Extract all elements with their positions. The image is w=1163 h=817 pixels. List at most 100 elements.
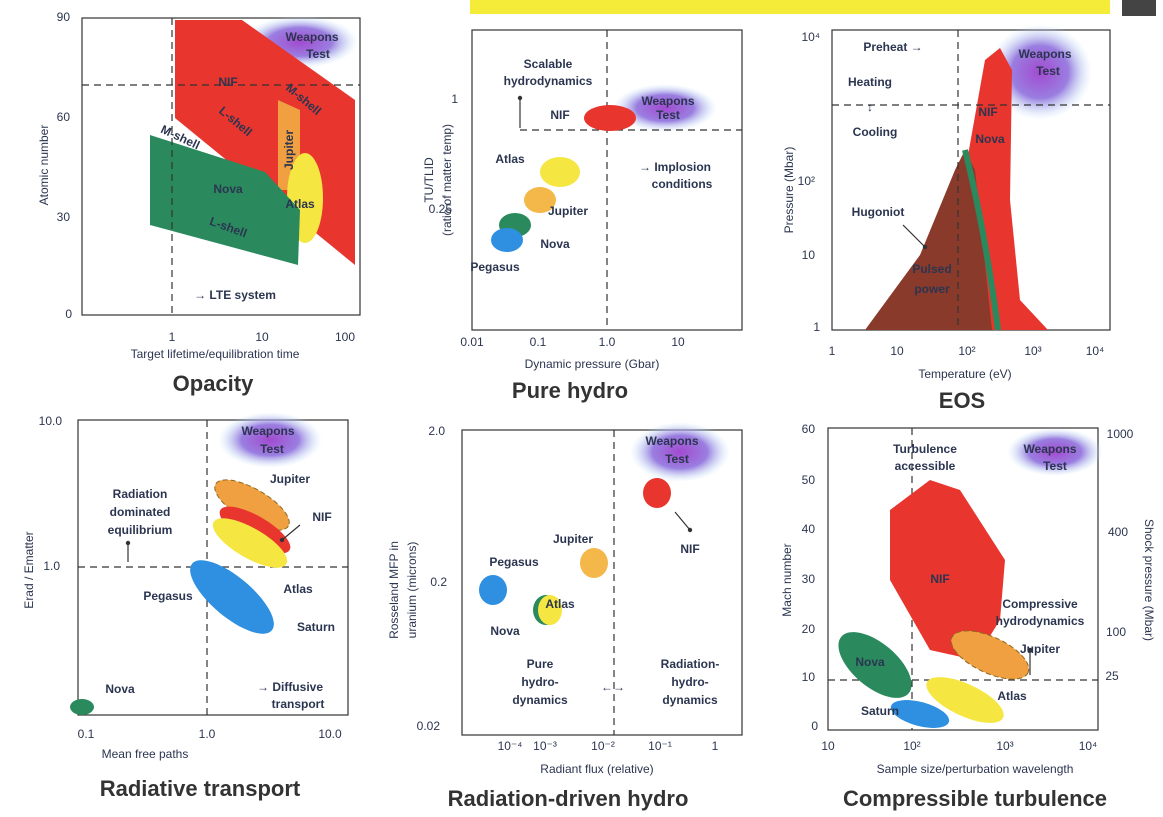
region (524, 187, 556, 213)
header-band (470, 0, 1110, 14)
arrow-head (687, 527, 693, 533)
x-tick-label: 10⁻¹ (648, 739, 672, 753)
region-label: NIF (930, 572, 949, 586)
region (988, 24, 1092, 120)
y-tick-label: 1 (813, 320, 820, 334)
region (1007, 428, 1103, 476)
y-tick-label: 0 (811, 719, 818, 733)
region-label: Saturn (861, 704, 899, 718)
region-label: Weapons (1023, 442, 1076, 456)
x-tick-label: 1.0 (199, 727, 216, 741)
x-tick-label: 10³ (1024, 344, 1041, 358)
x-tick-label: 10⁻³ (533, 739, 557, 753)
y-tick-label: 10.0 (39, 414, 63, 428)
region-label: NIF (550, 108, 569, 122)
x-tick-label: 10 (890, 344, 904, 358)
region-label: dynamics (662, 693, 718, 707)
region-label: Test (260, 442, 284, 456)
panel-title: Compressible turbulence (843, 786, 1107, 811)
region-label: Test (1043, 459, 1067, 473)
region-label: NIF (218, 75, 237, 89)
y-tick-label: 2.0 (428, 424, 445, 438)
y-tick-label: 10 (802, 248, 816, 262)
y2-axis-label: Shock pressure (Mbar) (1142, 519, 1156, 641)
x-tick-label: 10.0 (318, 727, 342, 741)
arrow (902, 224, 926, 248)
region-label: Pure (527, 657, 554, 671)
region-label: Weapons (285, 30, 338, 44)
region-label: ←→ (601, 680, 625, 694)
region-label: dynamics (512, 693, 568, 707)
x-axis-label: Temperature (eV) (918, 367, 1011, 381)
region (70, 699, 94, 715)
y-tick-label: 20 (802, 622, 816, 636)
region-label: Test (656, 108, 680, 122)
x-tick-label: 1 (169, 330, 176, 344)
region-label: Scalable (524, 57, 573, 71)
region-label: Test (306, 47, 330, 61)
panel-title: Radiative transport (100, 776, 301, 801)
region-label: Atlas (283, 582, 313, 596)
logo (1122, 0, 1156, 16)
region (630, 422, 730, 482)
x-tick-label: 1 (712, 739, 719, 753)
region (584, 105, 636, 131)
x-tick-label: 1 (829, 344, 836, 358)
y2-tick-label: 400 (1108, 525, 1128, 539)
x-tick-label: 10⁻⁴ (498, 739, 523, 753)
region-label: Preheat → (863, 40, 922, 54)
panel: 0.01 0.1 1.0 10 1 0.25 Scalable hydrodynamics NI… (422, 29, 743, 403)
x-tick-label: 0.1 (530, 335, 547, 349)
arrow (674, 511, 691, 531)
arrow-head (279, 537, 285, 543)
region-label: Saturn (297, 620, 335, 634)
region-label: Weapons (645, 434, 698, 448)
region-label: Pegasus (470, 260, 520, 274)
x-tick-label: 10 (255, 330, 269, 344)
region-label: Jupiter (1020, 642, 1060, 656)
region-label: power (914, 282, 950, 296)
arrow-head (922, 244, 928, 250)
region-label: Compressive (1002, 597, 1078, 611)
region-label: dominated (110, 505, 171, 519)
region-edge (962, 149, 1001, 331)
region-label: transport (272, 697, 325, 711)
x-tick-label: 10 (671, 335, 685, 349)
region-label: NIF (680, 542, 699, 556)
y-tick-label: 50 (802, 473, 816, 487)
region-label: Nova (855, 655, 885, 669)
y-tick-label: 0.25 (429, 202, 453, 216)
region (643, 478, 671, 508)
region (214, 479, 290, 531)
x-axis-label: Target lifetime/equilibration time (131, 347, 300, 361)
region-label: Cooling (853, 125, 898, 139)
region (838, 632, 912, 698)
y-tick-label: 0.02 (417, 719, 441, 733)
panel: 10 10² 10³ 10⁴6050403020100100040010025Turb… (780, 422, 1156, 811)
region-label: NIF (978, 105, 997, 119)
region-label: Atlas (997, 689, 1027, 703)
y-tick-label: 1 (451, 92, 458, 106)
region (150, 135, 300, 265)
region-label: conditions (652, 177, 713, 191)
y-axis-label: (ratio of matter temp) (440, 124, 454, 236)
region-label: Nova (490, 624, 520, 638)
region-label: Atlas (285, 197, 315, 211)
region-label: NIF (312, 510, 331, 524)
region-label: Hugoniot (852, 205, 905, 219)
y-tick-label: 10² (798, 174, 815, 188)
region-label: → Diffusive (257, 680, 323, 694)
region-label: hydrodynamics (504, 74, 593, 88)
x-tick-label: 10 (821, 739, 835, 753)
region-label: Nova (540, 237, 570, 251)
y-axis-label: Pressure (Mbar) (782, 147, 796, 234)
region-label: Atlas (545, 597, 575, 611)
region (479, 575, 507, 605)
region-label: Jupiter (548, 204, 588, 218)
region (865, 150, 992, 330)
y2-tick-label: 100 (1106, 625, 1126, 639)
y-tick-label: 1.0 (43, 559, 60, 573)
x-tick-label: 10² (903, 739, 920, 753)
region-label: Nova (213, 182, 243, 196)
